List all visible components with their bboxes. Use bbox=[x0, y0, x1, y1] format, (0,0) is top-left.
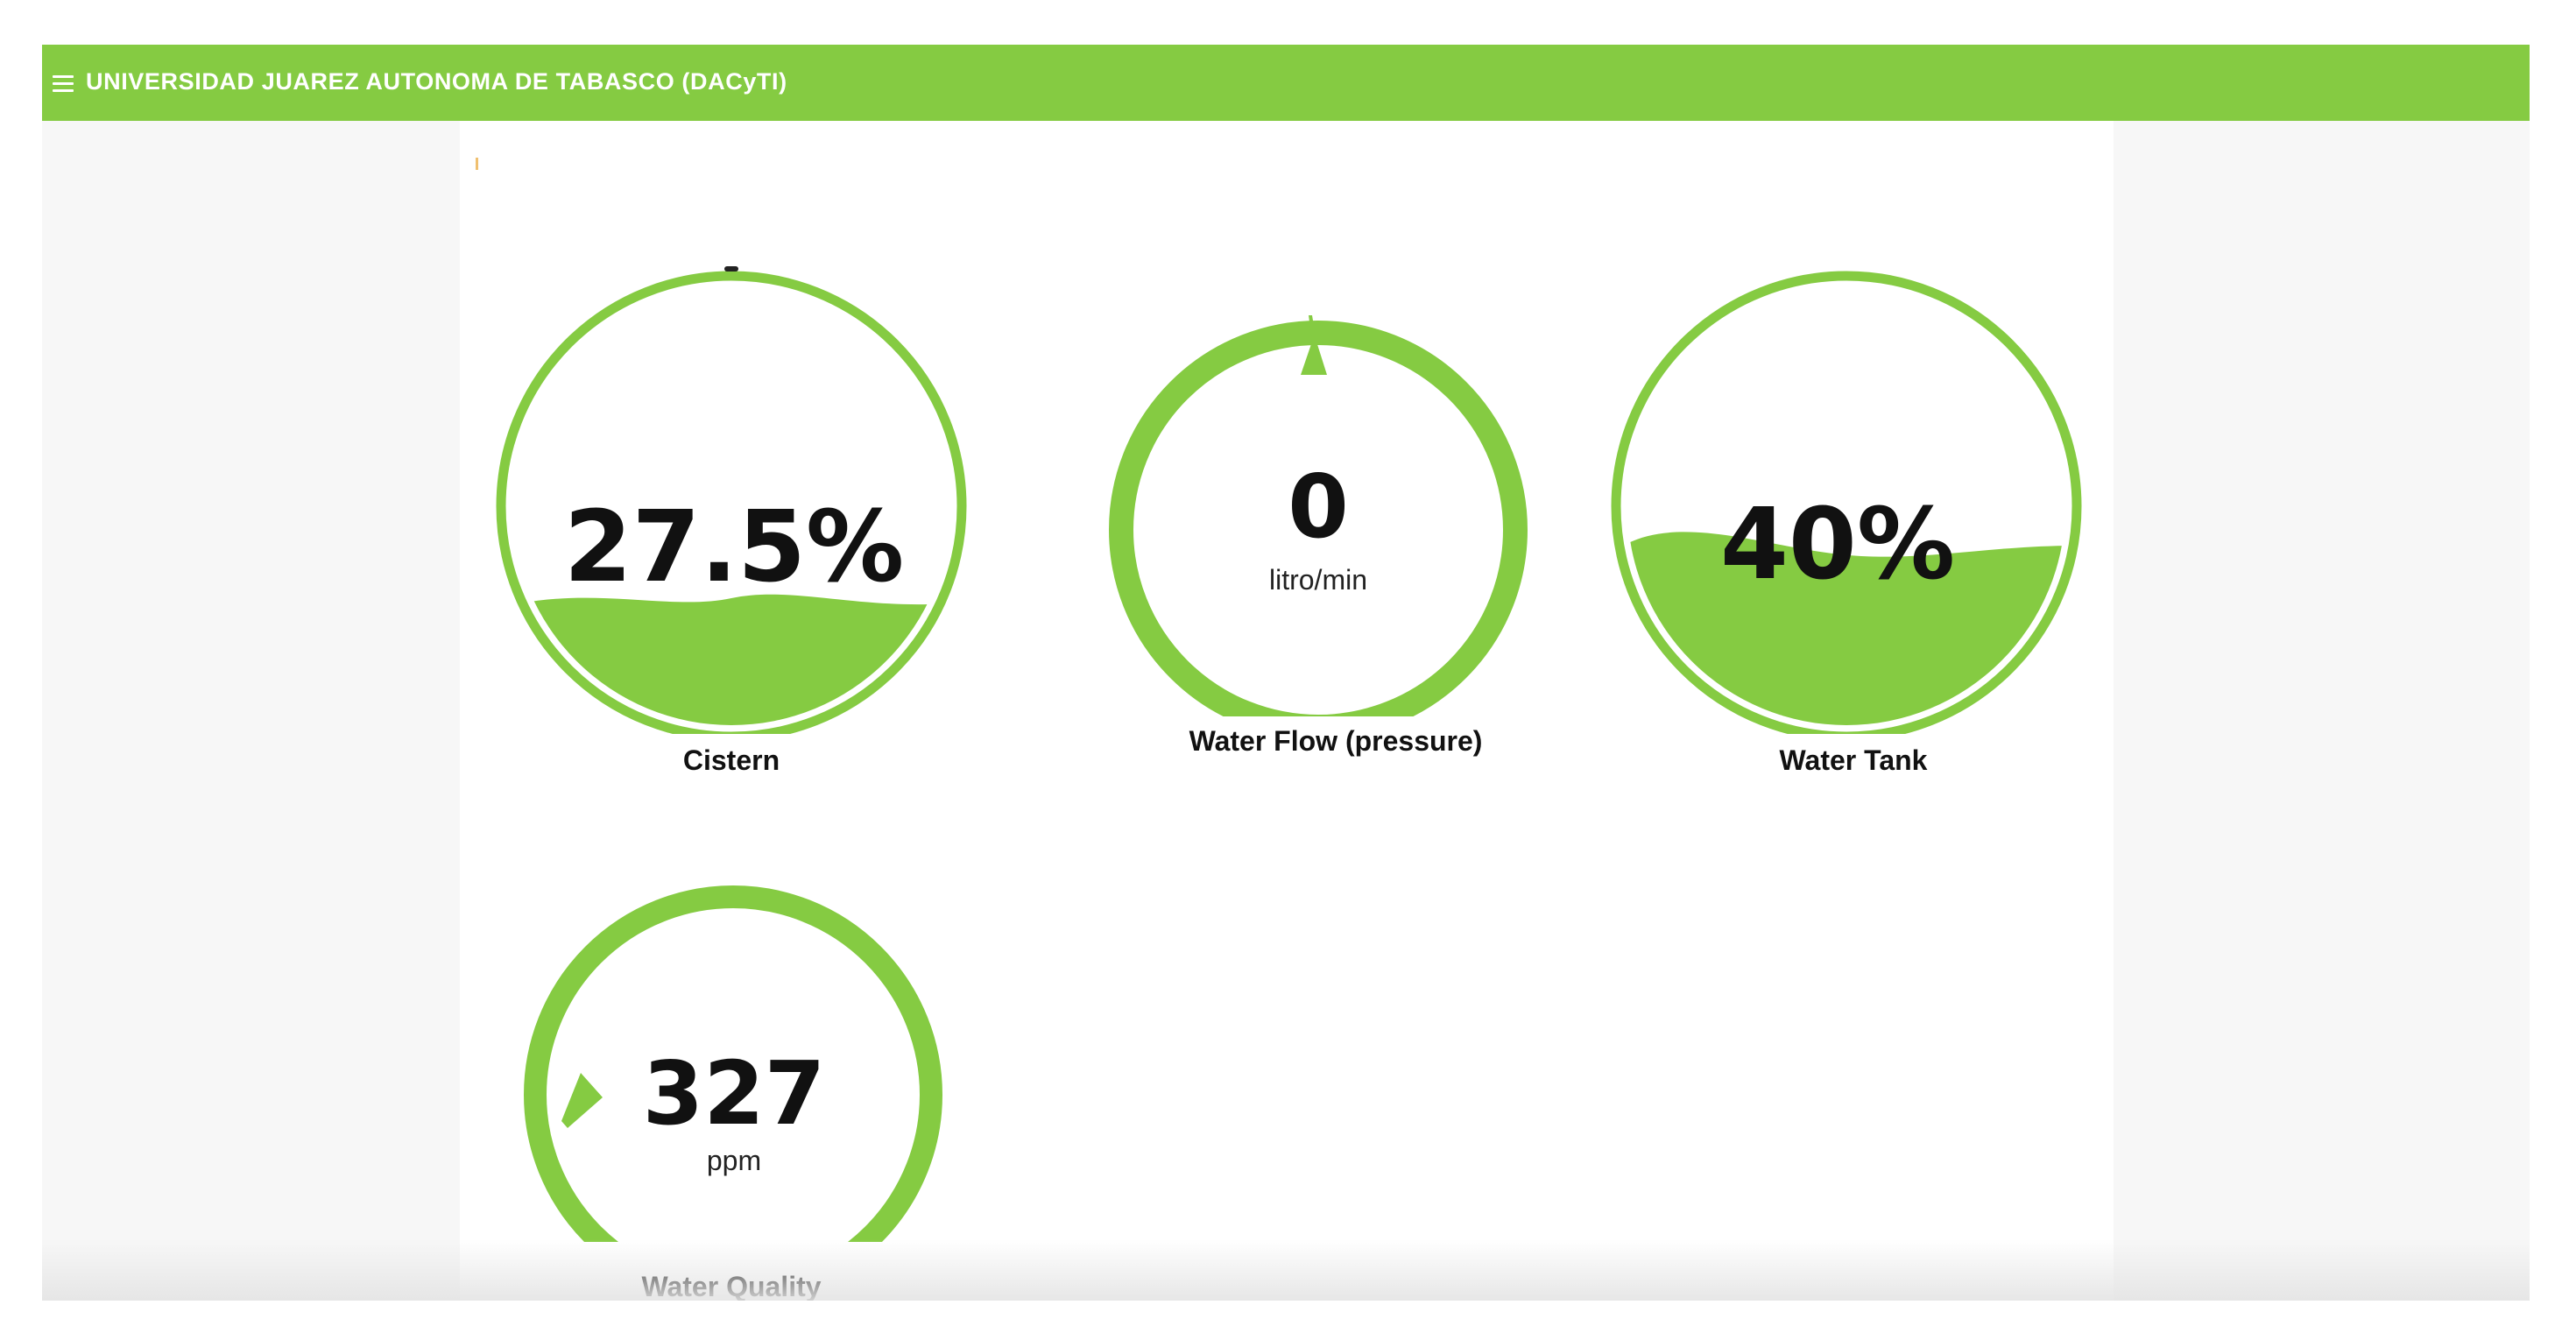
cistern-gauge: 27.5% Cistern bbox=[460, 243, 1003, 804]
app-frame: UNIVERSIDAD JUAREZ AUTONOMA DE TABASCO (… bbox=[42, 45, 2530, 1301]
water-flow-ring bbox=[1109, 321, 1528, 716]
water-flow-value: 0 bbox=[1288, 455, 1349, 558]
cistern-liquid bbox=[512, 594, 950, 725]
water-tank-gauge: 40% Water Tank bbox=[1575, 243, 2118, 804]
water-tank-outer-ring bbox=[1611, 271, 2082, 734]
cistern-value: 27.5% bbox=[564, 490, 905, 604]
water-flow-gauge-graphic: 0 litro/min bbox=[1109, 315, 1528, 716]
water-quality-gauge: 327 ppm Water Quality bbox=[460, 822, 1003, 1301]
top-app-bar: UNIVERSIDAD JUAREZ AUTONOMA DE TABASCO (… bbox=[42, 45, 2530, 121]
water-quality-value: 327 bbox=[643, 1042, 826, 1145]
menu-icon[interactable] bbox=[51, 71, 75, 95]
water-tank-value: 40% bbox=[1720, 488, 1955, 602]
loading-marker bbox=[476, 158, 478, 170]
cistern-label: Cistern bbox=[682, 744, 780, 776]
water-tank-gauge-graphic: 40% bbox=[1611, 271, 2082, 734]
app-title: UNIVERSIDAD JUAREZ AUTONOMA DE TABASCO (… bbox=[86, 68, 787, 95]
water-quality-unit: ppm bbox=[707, 1145, 761, 1176]
cistern-outer-ring bbox=[496, 271, 967, 734]
water-quality-label: Water Quality bbox=[641, 1271, 822, 1301]
water-tank-liquid bbox=[1627, 532, 2065, 725]
water-quality-needle bbox=[561, 1073, 603, 1128]
cistern-top-tick bbox=[724, 266, 738, 272]
water-flow-label: Water Flow (pressure) bbox=[1189, 725, 1483, 757]
water-flow-needle bbox=[1301, 315, 1327, 375]
cistern-gauge-graphic: 27.5% bbox=[496, 266, 967, 734]
water-tank-label: Water Tank bbox=[1779, 744, 1928, 776]
water-flow-gauge: 0 litro/min Water Flow (pressure) bbox=[1038, 243, 1599, 769]
dashboard-panel: 27.5% Cistern 0 litro/min Water Flow (pr… bbox=[460, 121, 2114, 1301]
water-quality-ring bbox=[524, 885, 942, 1242]
water-quality-gauge-graphic: 327 ppm bbox=[524, 885, 942, 1242]
water-flow-unit: litro/min bbox=[1269, 564, 1367, 596]
